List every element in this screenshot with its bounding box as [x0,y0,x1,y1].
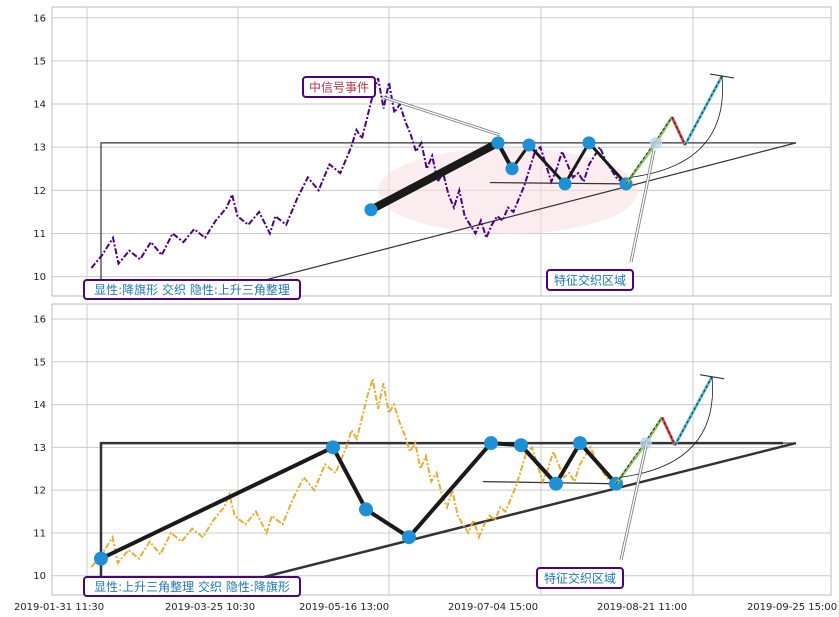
projection-target-marker [650,136,662,149]
swing-point-marker [484,436,498,451]
x-tick-label: 2019-05-16 13:00 [299,602,389,613]
swing-segment [587,141,628,186]
swing-point-marker [505,162,519,176]
projection-centerline [661,417,676,446]
y-tick-label: 15 [33,357,46,368]
swing-point-marker [326,440,340,455]
annotation-label: 中信号事件 [309,80,369,95]
y-tick-label: 16 [33,13,46,24]
swing-point-marker [402,530,416,545]
x-tick-label: 2019-03-25 10:30 [165,602,255,613]
swing-point-marker [514,438,528,453]
swing-segment [563,141,591,186]
swing-segment [364,507,411,540]
swing-segment [527,143,567,186]
swing-point-marker [522,138,536,152]
swing-point-marker [549,476,563,491]
channel-upper-line [99,441,783,589]
plot-area [51,303,832,596]
annotation-arrow [382,96,501,136]
projection-endcap [709,73,735,79]
y-tick-label: 15 [33,56,46,67]
swing-segment [99,445,335,561]
annotation-arrow [620,445,647,561]
support-line [482,480,616,485]
swing-point-marker [491,136,505,150]
y-tick-label: 14 [33,400,46,411]
projection-centerline [625,116,673,185]
swing-point-marker [94,551,108,566]
y-tick-label: 16 [33,314,46,325]
swing-segment [519,443,558,486]
x-tick-label: 2019-07-04 15:00 [448,602,538,613]
annotation-box [546,269,634,291]
swing-segment [578,441,618,486]
annotation-box [536,567,624,589]
swing-segment [367,138,502,214]
swing-segment [331,445,368,512]
y-tick-label: 10 [33,272,46,283]
projection-centerline [615,417,663,485]
annotation-label: 特征交织区域 [554,273,626,288]
channel-lower-line [234,441,797,586]
annotation-arrow [630,149,655,263]
x-tick-label: 2019-01-31 11:30 [14,602,104,613]
projection-centerline [684,75,723,146]
y-tick-label: 13 [33,143,46,154]
y-tick-label: 11 [33,229,46,240]
swing-segment [407,441,493,540]
projection-endcap [699,374,725,380]
plot-area [51,6,832,297]
channel-upper-line [100,142,635,290]
swing-point-marker [359,502,373,517]
projection-target-marker [640,437,652,450]
annotation-box [302,76,376,98]
swing-point-marker [582,136,596,150]
projection-centerline [674,376,713,446]
y-tick-label: 10 [33,571,46,582]
x-tick-label: 2019-08-21 11:00 [597,602,687,613]
y-tick-label: 13 [33,443,46,454]
y-tick-label: 12 [33,186,46,197]
channel-lower-line [244,142,797,286]
swing-point-marker [558,177,572,191]
annotation-box [83,576,301,597]
swing-point-marker [364,203,378,217]
price-series-line [90,77,628,269]
support-line [489,181,626,185]
annotation-label: 特征交织区域 [544,571,616,586]
projection-centerline [671,116,686,146]
price-series-line [90,378,618,568]
projection-arc [629,75,723,178]
y-tick-label: 11 [33,528,46,539]
y-tick-label: 14 [33,100,46,111]
annotation-label: 显性:降旗形 交织 隐性:上升三角整理 [94,282,290,297]
shared-x-axis: 2019-01-31 11:30 2019-03-25 10:30 2019-05-… [14,602,837,613]
swing-segment [554,441,582,486]
y-tick-label: 12 [33,486,46,497]
swing-point-marker [573,436,587,451]
annotation-box [83,279,301,300]
projection-arc [619,376,713,478]
annotation-label: 显性:上升三角整理 交织 隐性:降旗形 [94,579,290,594]
x-tick-label: 2019-09-25 15:00 [747,602,837,613]
